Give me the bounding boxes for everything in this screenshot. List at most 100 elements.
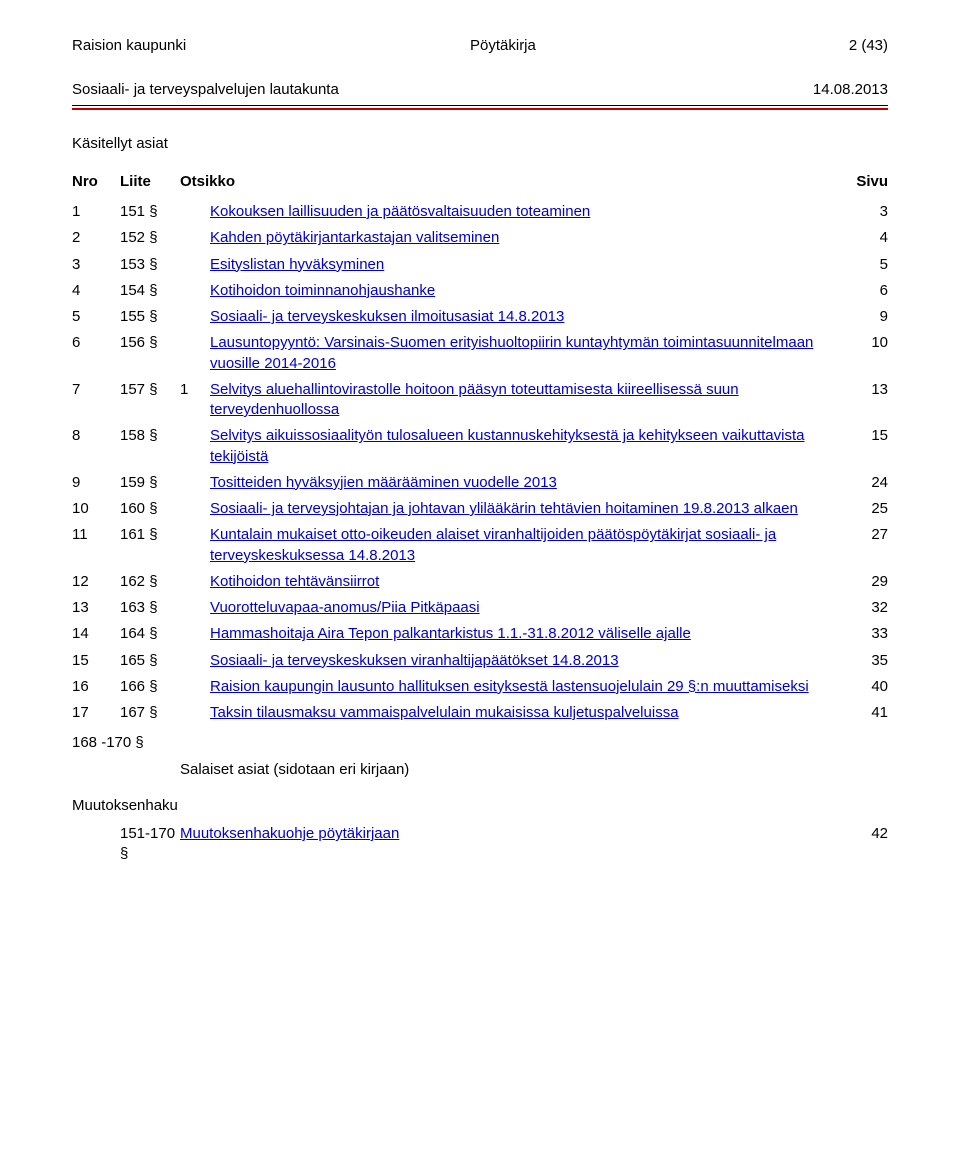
row-title-cell: Selvitys aluehallintovirastolle hoitoon … [210,380,842,421]
row-title-link[interactable]: Esityslistan hyväksyminen [210,256,384,273]
row-liite-num: 1 [180,380,210,400]
row-pykala: 159 § [120,474,158,491]
row-title-link[interactable]: Vuorotteluvapaa-anomus/Piia Pitkäpaasi [210,599,480,616]
row-nro: 1 [72,202,120,222]
table-row: 11161 §Kuntalain mukaiset otto-oikeuden … [72,525,888,566]
row-nro: 17 [72,703,120,723]
row-page: 10 [842,333,888,353]
row-nro: 4 [72,281,120,301]
row-page: 35 [842,651,888,671]
table-row: 5155 § Sosiaali- ja terveyskeskuksen ilmo… [72,307,888,327]
row-pykala: 164 § [120,625,158,642]
doc-type: Pöytäkirja [410,36,808,56]
table-row: 3153 § Esityslistan hyväksyminen 5 [72,255,888,275]
row-nro: 5 [72,307,120,327]
col-sivu: Sivu [842,172,888,192]
red-divider [72,108,888,110]
muutoksenhaku-title: Muutoksenhaku [72,796,888,816]
row-title-link[interactable]: Kuntalain mukaiset otto-oikeuden alaiset… [210,526,776,563]
row-title-link[interactable]: Hammashoitaja Aira Tepon palkantarkistus… [210,625,691,642]
row-title-link[interactable]: Lausuntopyyntö: Varsinais-Suomen erityis… [210,334,813,371]
row-page: 6 [842,281,888,301]
row-page: 9 [842,307,888,327]
row-page: 24 [842,473,888,493]
secret-text: Salaiset asiat (sidotaan eri kirjaan) [180,760,842,780]
row-title-cell: Tositteiden hyväksyjien määrääminen vuod… [210,473,842,493]
row-liite: 165 § [120,651,180,671]
row-pykala: 152 § [120,229,158,246]
muutoksenhaku-range: 151-170 § [72,824,180,865]
row-pykala: 156 § [120,334,158,351]
row-nro: 16 [72,677,120,697]
row-page: 33 [842,624,888,644]
row-title-cell: Vuorotteluvapaa-anomus/Piia Pitkäpaasi [210,598,842,618]
row-title-cell: Esityslistan hyväksyminen [210,255,842,275]
row-nro: 2 [72,228,120,248]
row-pykala: 151 § [120,203,158,220]
row-nro: 7 [72,380,120,400]
row-title-link[interactable]: Tositteiden hyväksyjien määrääminen vuod… [210,474,557,491]
secret-range-pyk: 168 -170 § [72,733,180,753]
row-page: 5 [842,255,888,275]
row-title-link[interactable]: Kahden pöytäkirjantarkastajan valitsemin… [210,229,499,246]
row-pykala: 162 § [120,573,158,590]
row-nro: 8 [72,426,120,446]
table-row: 6156 §Lausuntopyyntö: Varsinais-Suomen e… [72,333,888,374]
table-row: 10160 §Sosiaali- ja terveysjohtajan ja j… [72,499,888,519]
row-title-link[interactable]: Kotihoidon tehtävänsiirrot [210,573,379,590]
table-row: 17167 § Taksin tilausmaksu vammaispalvelu… [72,703,888,723]
row-pykala: 155 § [120,308,158,325]
row-liite: 158 § [120,426,180,446]
row-title-cell: Sosiaali- ja terveysjohtajan ja johtavan… [210,499,842,519]
row-liite: 157 § [120,380,180,400]
row-title-link[interactable]: Sosiaali- ja terveyskeskuksen viranhalti… [210,652,619,669]
row-liite: 153 § [120,255,180,275]
muutoksenhaku-link[interactable]: Muutoksenhakuohje pöytäkirjaan [180,825,399,842]
row-page: 29 [842,572,888,592]
row-title-link[interactable]: Raision kaupungin lausunto hallituksen e… [210,678,809,695]
row-nro: 11 [72,525,120,545]
row-page: 4 [842,228,888,248]
row-title-cell: Sosiaali- ja terveyskeskuksen viranhalti… [210,651,842,671]
row-title-cell: Taksin tilausmaksu vammaispalvelulain mu… [210,703,842,723]
org-name: Raision kaupunki [72,36,410,56]
row-title-link[interactable]: Kotihoidon toiminnanohjaushanke [210,282,435,299]
table-row: 13163 §Vuorotteluvapaa-anomus/Piia Pitkä… [72,598,888,618]
row-pykala: 157 § [120,381,158,398]
row-title-cell: Kokouksen laillisuuden ja päätösvaltaisu… [210,202,842,222]
row-liite: 167 § [120,703,180,723]
row-title-link[interactable]: Selvitys aikuissosiaalityön tulosalueen … [210,427,804,464]
row-nro: 15 [72,651,120,671]
row-page: 25 [842,499,888,519]
row-title-link[interactable]: Taksin tilausmaksu vammaispalvelulain mu… [210,704,679,721]
row-pykala: 158 § [120,427,158,444]
row-title-cell: Hammashoitaja Aira Tepon palkantarkistus… [210,624,842,644]
row-page: 3 [842,202,888,222]
row-nro: 9 [72,473,120,493]
row-page: 40 [842,677,888,697]
row-liite: 155 § [120,307,180,327]
doc-subheader: Sosiaali- ja terveyspalvelujen lautakunt… [72,80,888,105]
row-pykala: 166 § [120,678,158,695]
row-title-link[interactable]: Kokouksen laillisuuden ja päätösvaltaisu… [210,203,590,220]
row-nro: 3 [72,255,120,275]
secret-range-label: 168 -170 § [72,734,144,751]
row-liite: 166 § [120,677,180,697]
muutoksenhaku-row: 151-170 § Muutoksenhakuohje pöytäkirjaan… [72,824,888,865]
col-nro: Nro [72,172,120,192]
doc-date: 14.08.2013 [813,80,888,100]
row-title-cell: Selvitys aikuissosiaalityön tulosalueen … [210,426,842,467]
table-row: 15165 § Sosiaali- ja terveyskeskuksen vir… [72,651,888,671]
row-page: 27 [842,525,888,545]
row-title-link[interactable]: Sosiaali- ja terveyskeskuksen ilmoitusas… [210,308,564,325]
row-title-link[interactable]: Sosiaali- ja terveysjohtajan ja johtavan… [210,500,798,517]
row-nro: 13 [72,598,120,618]
table-row: 2152 § Kahden pöytäkirjantarkastajan vali… [72,228,888,248]
secret-range-row: 168 -170 § [72,733,888,753]
board-name: Sosiaali- ja terveyspalvelujen lautakunt… [72,80,339,100]
row-title-cell: Kotihoidon toiminnanohjaushanke [210,281,842,301]
row-page: 15 [842,426,888,446]
doc-header: Raision kaupunki Pöytäkirja 2 (43) [72,36,888,56]
row-title-link[interactable]: Selvitys aluehallintovirastolle hoitoon … [210,381,739,418]
table-row: 16166 § Raision kaupungin lausunto hallit… [72,677,888,697]
